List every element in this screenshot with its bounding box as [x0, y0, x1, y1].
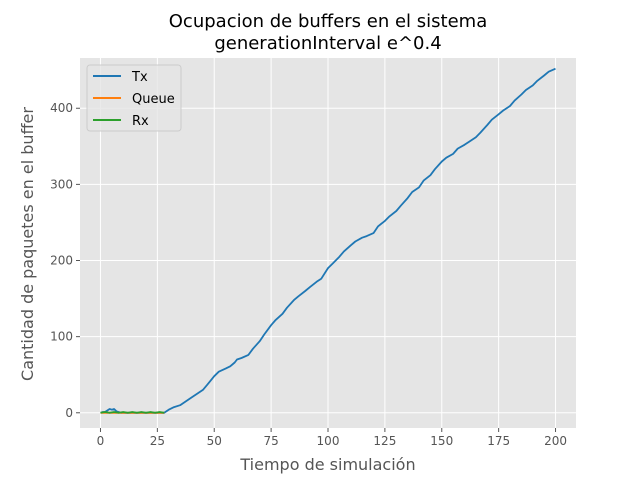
x-tick-label: 150: [430, 434, 453, 448]
y-tick-label: 400: [50, 101, 73, 115]
series-line-tx: [100, 67, 556, 414]
y-tick-label: 0: [65, 406, 73, 420]
axis-ticks: 0 25 50 75 100 125 150 175 200 0 100 200 300 400: [50, 101, 567, 448]
legend: Tx Queue Rx: [86, 64, 182, 132]
chart-title-line-2: generationInterval e^0.4: [214, 33, 441, 54]
x-tick-label: 125: [373, 434, 396, 448]
x-tick-label: 175: [487, 434, 510, 448]
x-tick-label: 100: [317, 434, 340, 448]
legend-label-rx: Rx: [132, 114, 149, 129]
legend-label-tx: Tx: [131, 70, 148, 85]
y-tick-label: 200: [50, 254, 73, 268]
series-line-rx: [100, 411, 165, 414]
x-tick-label: 75: [263, 434, 278, 448]
x-tick-label: 25: [150, 434, 165, 448]
grid-lines: [80, 58, 576, 428]
y-tick-label: 300: [50, 177, 73, 191]
legend-label-queue: Queue: [132, 92, 175, 107]
y-tick-label: 100: [50, 330, 73, 344]
data-series: [100, 67, 556, 414]
x-tick-label: 50: [207, 434, 222, 448]
chart-title-line-1: Ocupacion de buffers en el sistema: [169, 11, 487, 32]
y-axis-label: Cantidad de paquetes en el buffer: [18, 107, 37, 381]
legend-box: [86, 64, 182, 132]
x-tick-label: 200: [544, 434, 567, 448]
x-tick-label: 0: [97, 434, 105, 448]
x-axis-label: Tiempo de simulación: [239, 455, 415, 474]
